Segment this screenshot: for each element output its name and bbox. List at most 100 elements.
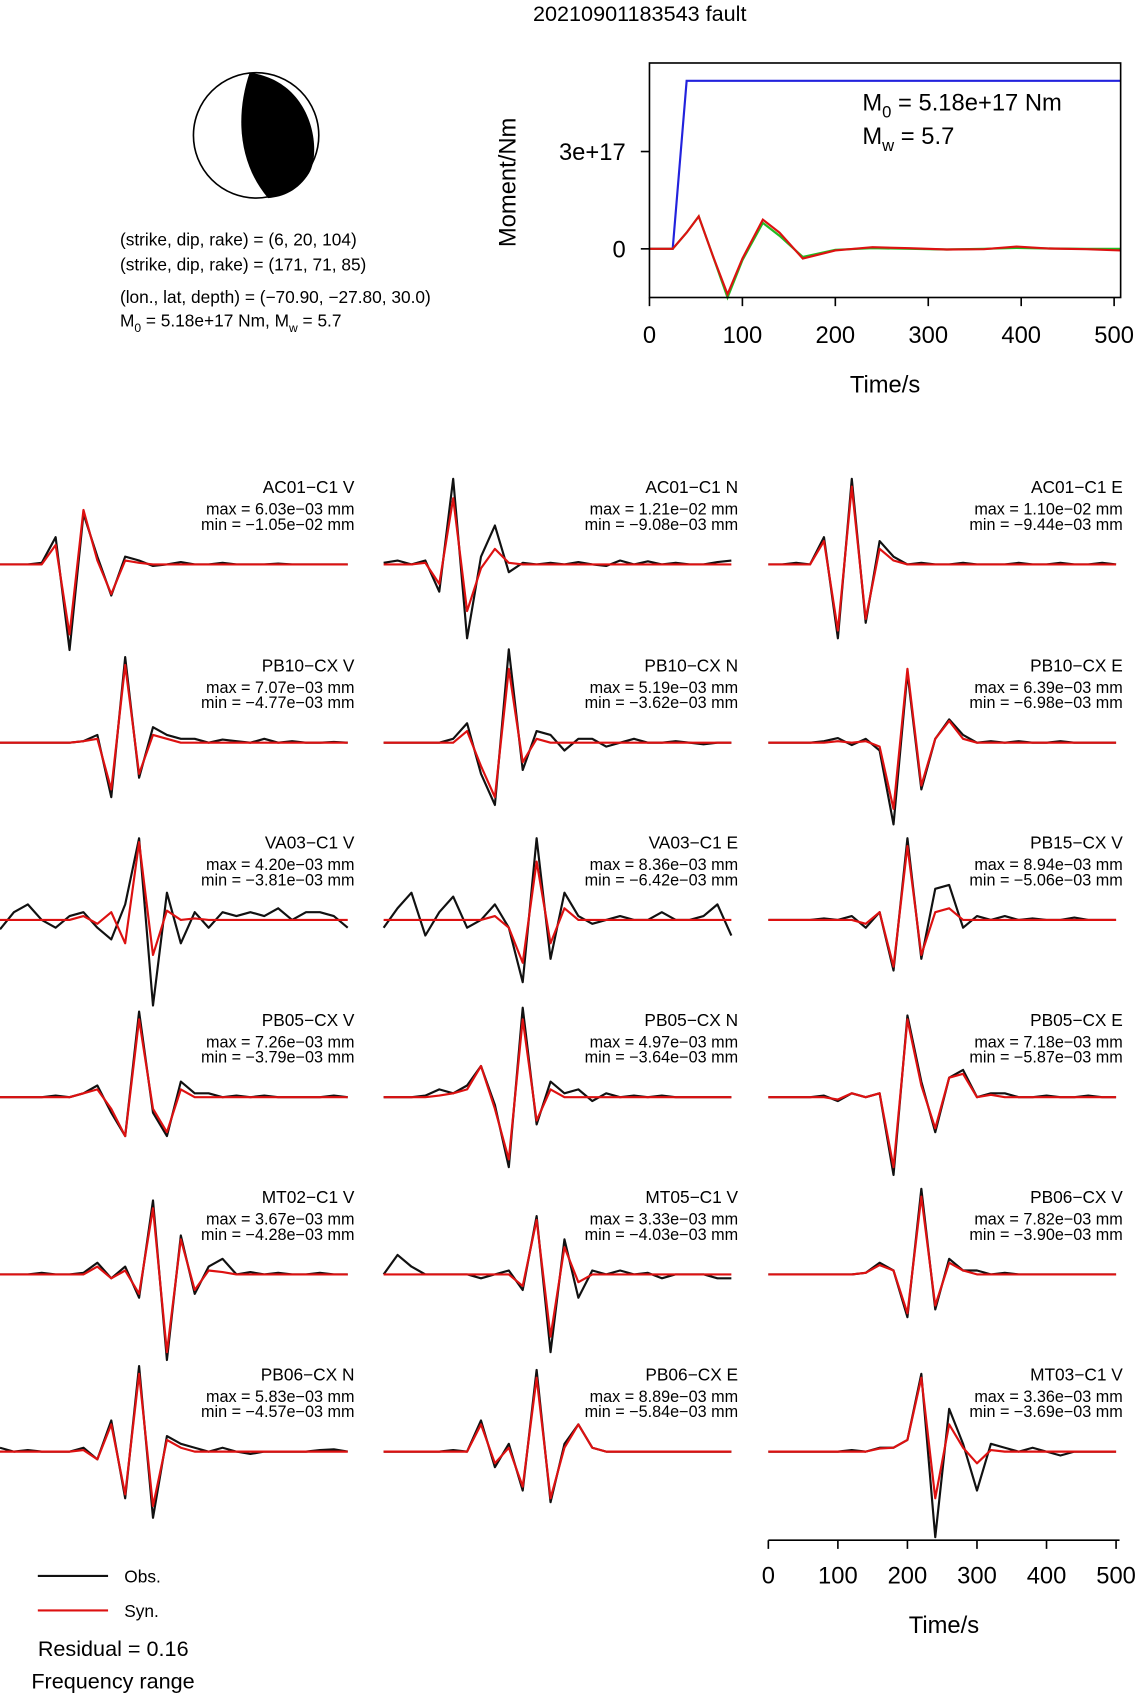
annotation: Mw = 5.7 — [862, 123, 954, 155]
max-label: max = 8.36e−03 mm — [590, 856, 738, 874]
max-label: max = 5.19e−03 mm — [590, 679, 738, 697]
max-label: max = 4.97e−03 mm — [590, 1033, 738, 1051]
text-part: M — [862, 90, 882, 117]
min-label: min = −9.08e−03 mm — [585, 516, 738, 534]
moment-chart: 0 100 200 300 400 500 0 3e+17 Moment/Nm Time/s — [494, 62, 1134, 399]
synthetic-trace — [768, 485, 1117, 632]
x-tick-label: 0 — [643, 322, 656, 349]
moment-line — [649, 214, 1121, 298]
min-label: min = −3.90e−03 mm — [969, 1226, 1122, 1244]
min-label: min = −5.84e−03 mm — [585, 1403, 738, 1421]
station-label: VA03−C1 V — [265, 833, 355, 853]
max-label: max = 3.67e−03 mm — [206, 1211, 354, 1229]
min-label: min = −3.69e−03 mm — [969, 1403, 1122, 1421]
max-label: max = 3.36e−03 mm — [974, 1388, 1122, 1406]
mechanism-line: M0 = 5.18e+17 Nm, Mw = 5.7 — [120, 311, 342, 335]
min-label: min = −4.77e−03 mm — [201, 694, 354, 712]
text-part: (lon., lat, depth) = (−70.90, −27.80, 30… — [120, 287, 431, 307]
max-label: max = 1.21e−02 mm — [590, 501, 738, 519]
min-label: min = −6.98e−03 mm — [969, 694, 1122, 712]
x-tick-label: 200 — [816, 322, 856, 349]
subscript: 0 — [134, 321, 141, 335]
observed-trace — [0, 837, 349, 1007]
station-label: AC01−C1 V — [263, 477, 355, 497]
subscript: 0 — [882, 103, 891, 122]
min-label: min = −3.79e−03 mm — [201, 1049, 354, 1067]
min-label: min = −5.87e−03 mm — [969, 1049, 1122, 1067]
synthetic-trace — [768, 844, 1117, 968]
observed-trace — [768, 1187, 1117, 1319]
text-part: = 5.7 — [894, 123, 954, 150]
station-label: VA03−C1 E — [649, 833, 739, 853]
station-label: AC01−C1 E — [1031, 477, 1123, 497]
plot-frame — [648, 62, 1122, 299]
text-part: M — [862, 123, 882, 150]
max-label: max = 8.94e−03 mm — [974, 856, 1122, 874]
min-label: min = −4.28e−03 mm — [201, 1226, 354, 1244]
text-part: (strike, dip, rake) = (6, 20, 104) — [120, 230, 357, 250]
max-label: max = 1.10e−02 mm — [974, 501, 1122, 519]
y-tick-label: 0 — [612, 236, 625, 263]
station-label: PB05−CX V — [262, 1010, 355, 1030]
min-label: min = −4.57e−03 mm — [201, 1403, 354, 1421]
synthetic-trace — [0, 508, 348, 636]
synthetic-trace — [0, 1018, 348, 1138]
residual: Residual = 0.16 — [38, 1636, 189, 1661]
observed-trace — [383, 1006, 732, 1169]
x-tick-label: 400 — [1027, 1562, 1067, 1589]
x-axis-label: Time/s — [909, 1612, 980, 1639]
station-label: MT05−C1 V — [645, 1187, 738, 1207]
min-label: min = −9.44e−03 mm — [969, 516, 1122, 534]
figure-title: 20210901183543 fault — [533, 1, 747, 26]
x-tick-label: 200 — [888, 1562, 928, 1589]
moment-line — [649, 79, 1121, 250]
synthetic-trace — [768, 1195, 1117, 1315]
observed-trace — [0, 1010, 348, 1138]
legend-label: Obs. — [124, 1566, 161, 1586]
text-part: (strike, dip, rake) = (171, 71, 85) — [120, 254, 366, 274]
max-label: max = 5.83e−03 mm — [206, 1388, 354, 1406]
synthetic-trace — [383, 1218, 732, 1338]
mechanism-line: (strike, dip, rake) = (6, 20, 104) — [120, 230, 357, 250]
min-label: min = −3.81e−03 mm — [201, 871, 354, 889]
max-label: max = 3.33e−03 mm — [590, 1211, 738, 1229]
max-label: max = 4.20e−03 mm — [206, 856, 354, 874]
max-label: max = 6.39e−03 mm — [974, 679, 1122, 697]
x-axis-label: Time/s — [850, 372, 921, 399]
text-part: = 5.18e+17 Nm — [891, 90, 1061, 117]
y-axis-label: Moment/Nm — [494, 118, 521, 247]
min-label: min = −5.06e−03 mm — [969, 871, 1122, 889]
x-tick-label: 300 — [957, 1562, 997, 1589]
observed-trace — [0, 512, 348, 652]
subscript: w — [288, 321, 298, 335]
x-tick-label: 500 — [1094, 322, 1134, 349]
max-label: max = 7.07e−03 mm — [206, 679, 354, 697]
synthetic-trace — [383, 497, 732, 613]
synthetic-trace — [383, 860, 732, 964]
moment-line — [649, 214, 1121, 301]
synthetic-trace — [383, 1018, 732, 1161]
station-label: MT03−C1 V — [1030, 1364, 1123, 1384]
station-label: PB06−CX E — [645, 1364, 738, 1384]
x-tick-label: 100 — [723, 322, 763, 349]
x-tick-label: 400 — [1001, 322, 1041, 349]
synthetic-trace — [0, 841, 348, 957]
synthetic-trace — [0, 1207, 348, 1354]
synthetic-trace — [383, 1376, 732, 1500]
station-label: PB10−CX V — [262, 655, 355, 675]
